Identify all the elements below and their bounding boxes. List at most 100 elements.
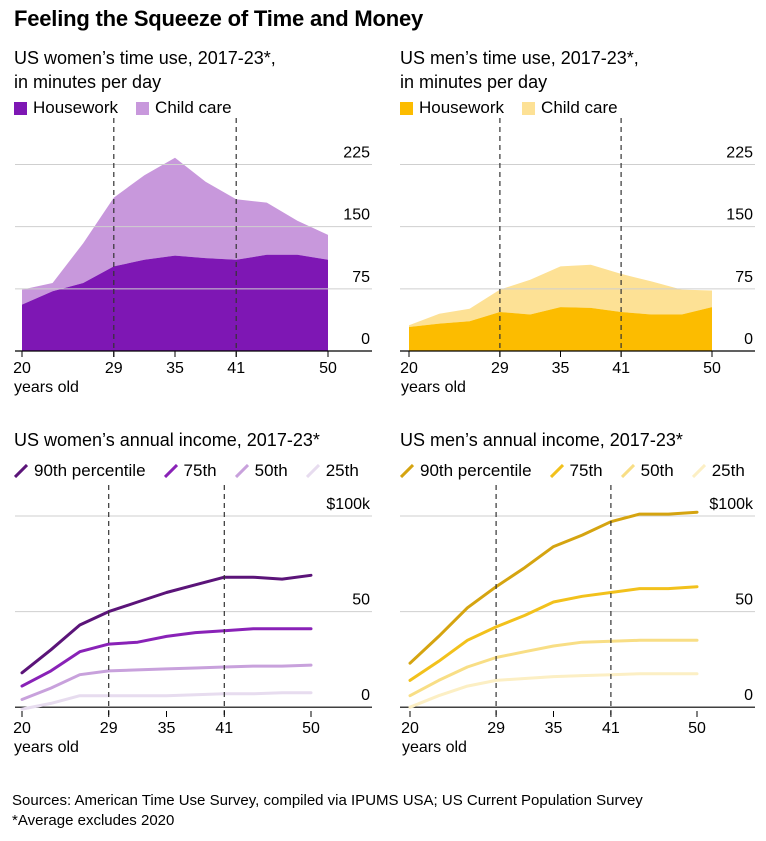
x-tick-label: 29 — [491, 360, 509, 377]
area-child-care — [22, 157, 328, 305]
sources-note: Sources: American Time Use Survey, compi… — [12, 792, 643, 809]
line-50th — [408, 638, 699, 698]
p90-line-icon — [14, 464, 28, 478]
y-tick-label: 225 — [726, 144, 753, 161]
legend-label: Child care — [541, 98, 618, 117]
x-tick-label: 50 — [703, 360, 721, 377]
women-time-chart: 0 75 150 225 20 29 35 41 50 years old — [13, 118, 372, 396]
men-income-subtitle: US men’s annual income, 2017-23* — [400, 430, 683, 450]
legend-item-p90: 90th percentile — [400, 461, 532, 481]
line-90th-percentile — [20, 573, 313, 675]
p75-line-icon — [549, 464, 564, 478]
legend-label: 75th — [183, 461, 217, 480]
x-tick-label: 20 — [400, 360, 418, 377]
legend-item-p25: 25th — [691, 461, 745, 481]
y-tick-label: 75 — [352, 269, 370, 286]
page-title: Feeling the Squeeze of Time and Money — [14, 6, 424, 31]
y-tick-label: 0 — [744, 687, 753, 704]
line-50th — [20, 663, 313, 701]
footnote: *Average excludes 2020 — [12, 812, 175, 829]
women-income-chart: 0 50 $100k 20 29 35 41 50 years old — [13, 485, 372, 756]
x-tick-label: 41 — [227, 360, 245, 377]
legend-label: 90th percentile — [420, 461, 532, 480]
x-tick-label: 35 — [552, 360, 570, 377]
women-time-subtitle-line1: US women’s time use, 2017-23*, — [14, 48, 276, 68]
x-tick-label: 29 — [487, 720, 505, 737]
housework-swatch — [400, 101, 413, 115]
x-axis-label: years old — [14, 379, 79, 396]
p25-line-icon — [305, 464, 320, 478]
legend-label: Housework — [419, 98, 505, 117]
legend-label: Housework — [33, 98, 119, 117]
y-tick-label: 50 — [352, 592, 370, 609]
y-tick-label: 0 — [744, 331, 753, 348]
x-tick-label: 50 — [688, 720, 706, 737]
legend-item-p75: 75th — [163, 461, 217, 481]
x-axis-label: years old — [402, 739, 467, 756]
legend-label: 75th — [569, 461, 603, 480]
men-time-chart: 0 75 150 225 20 29 35 41 50 years old — [400, 118, 755, 396]
line-25th — [408, 672, 699, 709]
legend-item-p90: 90th percentile — [14, 461, 146, 481]
women-income-legend: 90th percentile 75th 50th 25th — [14, 461, 377, 481]
x-tick-label: 20 — [401, 720, 419, 737]
x-tick-label: 50 — [319, 360, 337, 377]
y-tick-label: $100k — [709, 496, 754, 513]
line-25th — [20, 691, 313, 711]
housework-swatch — [14, 101, 27, 115]
x-tick-label: 29 — [105, 360, 123, 377]
x-tick-label: 35 — [545, 720, 563, 737]
x-tick-label: 35 — [158, 720, 176, 737]
men-time-subtitle-line1: US men’s time use, 2017-23*, — [400, 48, 639, 68]
legend-item-childcare: Child care — [522, 98, 618, 118]
line-90th-percentile — [408, 510, 699, 665]
line-75th — [20, 627, 313, 688]
footer: Sources: American Time Use Survey, compi… — [12, 791, 643, 831]
p25-line-icon — [691, 464, 706, 478]
x-tick-label: 41 — [215, 720, 233, 737]
women-time-subtitle-line2: in minutes per day — [14, 72, 162, 92]
men-income-chart: 0 50 $100k 20 29 35 41 50 years old — [400, 485, 755, 756]
y-tick-label: 0 — [361, 331, 370, 348]
legend-label: 25th — [325, 461, 359, 480]
childcare-swatch — [522, 101, 536, 115]
childcare-swatch — [136, 101, 150, 115]
men-time-legend: Housework Child care — [400, 98, 636, 118]
p90-line-icon — [400, 464, 414, 478]
men-income-legend: 90th percentile 75th 50th 25th — [400, 461, 763, 481]
x-tick-label: 29 — [100, 720, 118, 737]
y-tick-label: 0 — [361, 687, 370, 704]
y-tick-label: 50 — [735, 592, 753, 609]
legend-label: Child care — [155, 98, 232, 117]
x-tick-label: 41 — [612, 360, 630, 377]
legend-item-childcare: Child care — [136, 98, 232, 118]
area-housework — [409, 307, 712, 351]
y-tick-label: 150 — [726, 207, 753, 224]
legend-label: 50th — [640, 461, 674, 480]
x-tick-label: 50 — [302, 720, 320, 737]
x-tick-label: 35 — [166, 360, 184, 377]
y-tick-label: 75 — [735, 269, 753, 286]
legend-item-p25: 25th — [305, 461, 359, 481]
women-time-subtitle: US women’s time use, 2017-23*, in minute… — [14, 46, 276, 94]
y-tick-label: $100k — [326, 496, 371, 513]
legend-item-p50: 50th — [620, 461, 674, 481]
p50-line-icon — [234, 464, 249, 478]
y-tick-label: 225 — [343, 144, 370, 161]
x-axis-label: years old — [401, 379, 466, 396]
legend-item-housework: Housework — [14, 98, 118, 118]
legend-item-p50: 50th — [234, 461, 288, 481]
legend-item-housework: Housework — [400, 98, 504, 118]
legend-item-p75: 75th — [549, 461, 603, 481]
x-tick-label: 41 — [602, 720, 620, 737]
y-tick-label: 150 — [343, 207, 370, 224]
men-time-subtitle: US men’s time use, 2017-23*, in minutes … — [400, 46, 639, 94]
area-housework — [22, 254, 328, 351]
x-axis-label: years old — [14, 739, 79, 756]
x-tick-label: 20 — [13, 720, 31, 737]
p75-line-icon — [163, 464, 178, 478]
p50-line-icon — [620, 464, 635, 478]
legend-label: 25th — [711, 461, 745, 480]
women-time-legend: Housework Child care — [14, 98, 250, 118]
legend-label: 90th percentile — [34, 461, 146, 480]
